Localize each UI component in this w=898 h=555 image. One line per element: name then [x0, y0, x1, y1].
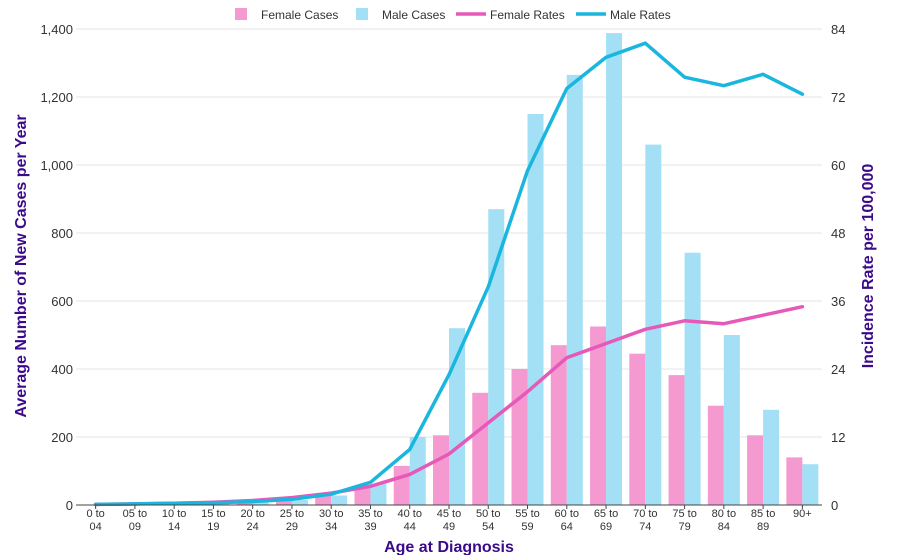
x-tick-label: 15 to 19 — [201, 508, 225, 533]
legend-female-rates[interactable]: Female Rates — [456, 8, 565, 22]
y-left-tick-label: 800 — [51, 226, 73, 241]
y-axis-left-title: Average Number of New Cases per Year — [13, 114, 30, 417]
female-cases-bar[interactable] — [354, 486, 371, 505]
y-right-tick-label: 72 — [831, 90, 845, 105]
legend-swatch — [235, 8, 247, 20]
x-tick-label: 80 to 84 — [712, 508, 736, 533]
y-right-tick-label: 12 — [831, 430, 845, 445]
female-cases-bar[interactable] — [668, 375, 685, 505]
y-right-tick-label: 84 — [831, 22, 845, 37]
male-cases-bar[interactable] — [252, 502, 269, 505]
axes: 0 200 400 600 800 1,000 1,200 1,400 0 12 24 36 48 60 7… — [40, 22, 845, 533]
x-tick-label: 35 to 39 — [358, 508, 382, 533]
y-axis-right-title: Incidence Rate per 100,000 — [860, 164, 877, 369]
female-cases-bar[interactable] — [393, 465, 410, 505]
male-rates-line[interactable] — [93, 41, 805, 507]
gridlines — [76, 28, 822, 438]
y-left-tick-label: 1,000 — [40, 158, 73, 173]
y-left-tick-label: 600 — [51, 294, 73, 309]
legend-male-rates[interactable]: Male Rates — [576, 8, 671, 22]
female-cases-bar[interactable] — [629, 353, 646, 505]
x-tick-label: 85 to 89 — [751, 508, 775, 533]
male-cases-bar[interactable] — [606, 33, 623, 506]
rate-lines — [93, 41, 805, 507]
x-tick-label: 55 to 59 — [515, 508, 539, 533]
y-right-tick-label: 24 — [831, 362, 845, 377]
y-left-tick-label: 400 — [51, 362, 73, 377]
bars — [79, 33, 819, 506]
legend-male-cases[interactable]: Male Cases — [356, 8, 445, 22]
legend-swatch — [356, 8, 368, 20]
x-tick-label: 70 to 74 — [633, 508, 657, 533]
x-tick-label: 75 to 79 — [672, 508, 696, 533]
legend-label: Female Cases — [261, 8, 338, 22]
male-cases-bar[interactable] — [331, 495, 348, 505]
x-tick-label: 30 to 34 — [319, 508, 343, 533]
x-tick-label: 90+ — [793, 508, 812, 520]
y-right-tick-label: 60 — [831, 158, 845, 173]
male-cases-bar[interactable] — [370, 483, 387, 505]
legend-label: Female Rates — [490, 8, 565, 22]
x-tick-label: 40 to 44 — [398, 508, 422, 533]
y-left-tick-label: 0 — [66, 498, 73, 513]
legend[interactable]: Female Cases Male Cases Female Rates Male R… — [235, 8, 671, 22]
male-cases-bar[interactable] — [488, 209, 505, 505]
female-cases-bar[interactable] — [747, 435, 764, 505]
x-tick-label: 65 to 69 — [594, 508, 618, 533]
male-cases-bar[interactable] — [449, 328, 465, 505]
male-cases-bar[interactable] — [527, 114, 544, 505]
y-left-tick-label: 200 — [51, 430, 73, 445]
female-cases-bar[interactable] — [472, 392, 489, 505]
male-cases-bar[interactable] — [645, 144, 662, 505]
x-tick-label: 20 to 24 — [240, 508, 264, 533]
female-cases-bar[interactable] — [707, 405, 724, 505]
female-cases-bar[interactable] — [590, 326, 607, 506]
male-cases-bar[interactable] — [763, 409, 780, 505]
male-cases-bar[interactable] — [802, 464, 819, 505]
y-left-tick-label: 1,200 — [40, 90, 73, 105]
y-right-tick-label: 48 — [831, 226, 845, 241]
x-tick-label: 0 to 04 — [86, 508, 104, 533]
x-tick-label: 10 to 14 — [162, 508, 186, 533]
female-cases-bar[interactable] — [315, 494, 332, 505]
female-cases-bar[interactable] — [786, 457, 803, 505]
male-cases-bar[interactable] — [723, 335, 740, 505]
x-tick-label: 60 to 64 — [555, 508, 579, 533]
legend-label: Male Rates — [610, 8, 671, 22]
x-tick-label: 50 to 54 — [476, 508, 500, 533]
x-tick-label: 05 to 09 — [123, 508, 147, 533]
female-cases-bar[interactable] — [550, 345, 567, 505]
x-axis-title: Age at Diagnosis — [384, 539, 514, 555]
x-tick-label: 25 to 29 — [280, 508, 304, 533]
legend-female-cases[interactable]: Female Cases — [235, 8, 338, 22]
legend-label: Male Cases — [382, 8, 445, 22]
x-tick-label: 45 to 49 — [437, 508, 461, 533]
male-cases-bar[interactable] — [566, 74, 583, 506]
y-right-tick-label: 36 — [831, 294, 845, 309]
female-cases-bar[interactable] — [511, 369, 528, 505]
y-left-tick-label: 1,400 — [40, 22, 73, 37]
y-right-tick-label: 0 — [831, 498, 838, 513]
female-cases-bar[interactable] — [433, 435, 449, 505]
male-cases-bar[interactable] — [684, 252, 701, 505]
male-cases-bar[interactable] — [291, 499, 308, 505]
